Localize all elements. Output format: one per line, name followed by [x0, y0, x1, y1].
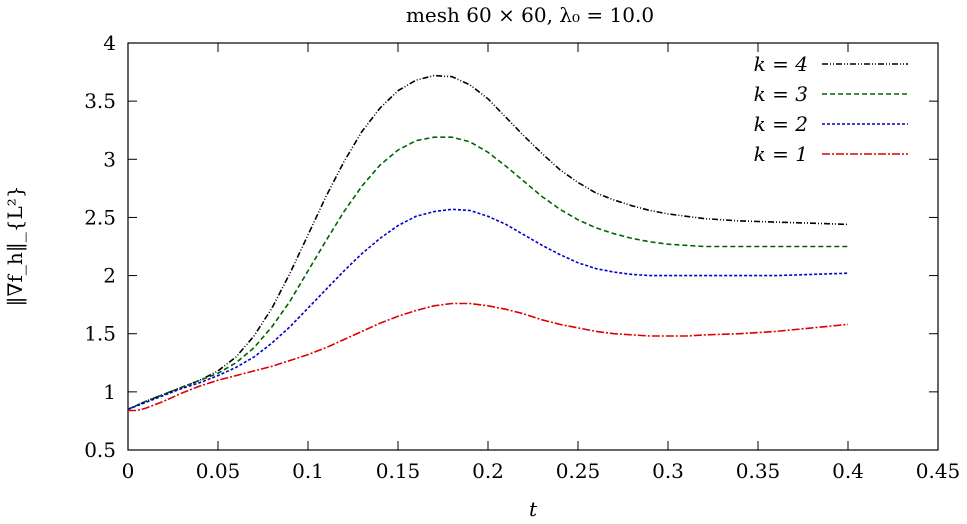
plot-frame [127, 42, 939, 451]
series-line-k4 [127, 74, 849, 411]
series-group [127, 74, 849, 412]
legend: k = 4 k = 3 k = 2 k = 1 [754, 52, 908, 166]
x-tick-label: 0.35 [736, 459, 781, 483]
legend-label: k = 1 [754, 142, 808, 166]
y-tick-label: 3.5 [84, 89, 116, 113]
x-tick-label: 0.45 [916, 459, 961, 483]
chart-title: mesh 60 × 60, λ₀ = 10.0 [406, 3, 654, 27]
y-tick-label: 1 [103, 380, 116, 404]
x-tick-label: 0 [122, 459, 135, 483]
y-tick-label: 4 [103, 31, 116, 55]
x-tick-label: 0.4 [832, 459, 864, 483]
x-axis-label: t [529, 497, 538, 521]
x-tick-label: 0.15 [376, 459, 421, 483]
legend-label: k = 3 [754, 82, 808, 106]
x-tick-label: 0.1 [292, 459, 324, 483]
series-line-k3 [127, 136, 848, 411]
series-line-k2 [127, 208, 849, 411]
series-line-k1 [128, 302, 849, 412]
axis-ticks: 0 0.05 0.1 0.15 0.2 0.25 0.3 0.35 0.4 0.45 0.5 1 1.5… [84, 31, 960, 483]
y-tick-label: 2 [103, 264, 116, 288]
legend-label: k = 4 [754, 52, 808, 76]
x-tick-label: 0.2 [472, 459, 504, 483]
y-tick-label: 0.5 [84, 438, 116, 462]
x-tick-label: 0.25 [556, 459, 601, 483]
y-tick-label: 3 [103, 147, 116, 171]
y-tick-label: 2.5 [84, 205, 116, 229]
x-tick-label: 0.05 [196, 459, 241, 483]
y-axis-label: ‖∇f_h‖_{L²} [3, 186, 28, 307]
y-tick-label: 1.5 [84, 322, 116, 346]
legend-label: k = 2 [754, 112, 808, 136]
x-tick-label: 0.3 [652, 459, 684, 483]
